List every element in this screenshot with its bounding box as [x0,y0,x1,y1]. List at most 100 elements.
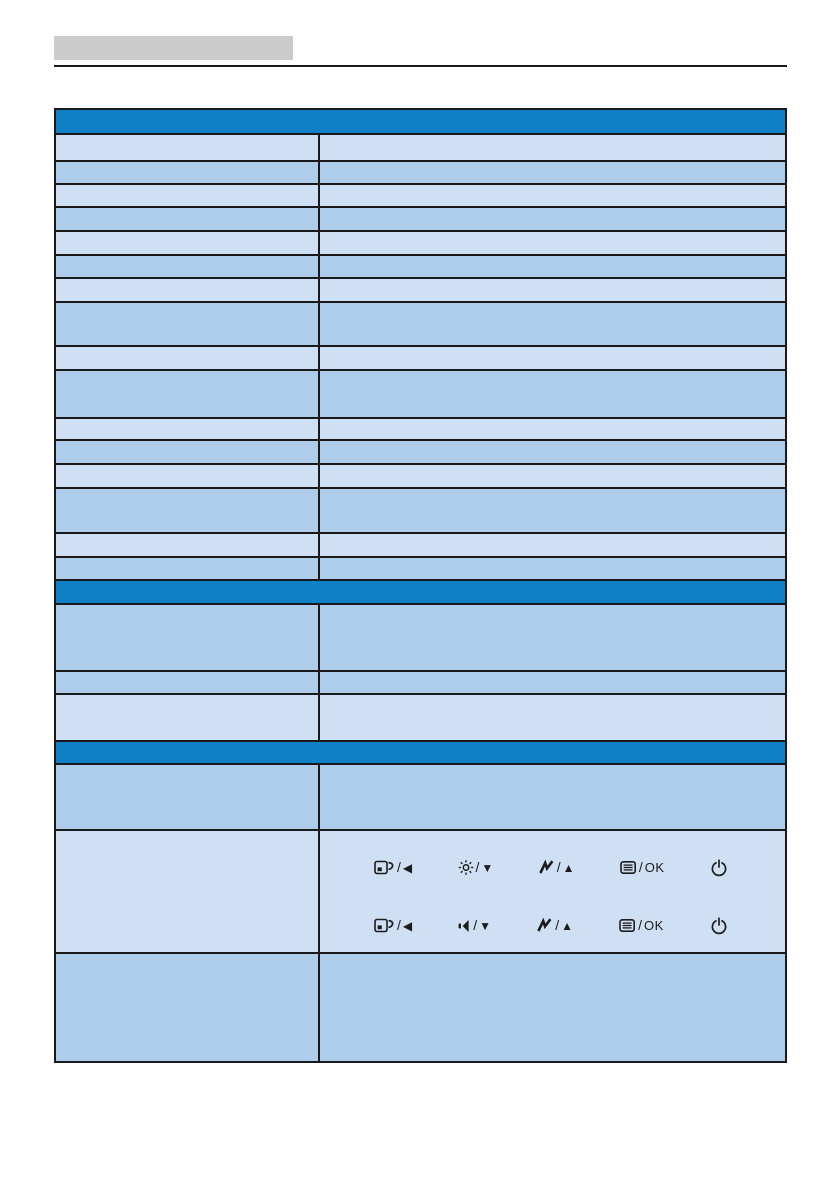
spec-name-cell [56,465,320,487]
slash-separator: / [638,858,643,875]
spec-row: / ◀ / ▼ / ▲ / OK / ◀ / ▼ / ▲ / OK [56,829,785,952]
smartcontrast-icon [538,860,555,875]
spec-row [56,693,785,740]
up-arrow-icon: ▲ [562,860,575,875]
smartimage-key: / ◀ [374,859,412,876]
menu-key: / OK [620,860,665,875]
spec-row [56,230,785,254]
spec-row [56,277,785,301]
spec-value-cell [320,558,785,579]
ok-label: OK [644,918,664,933]
left-arrow-icon: ◀ [402,918,413,933]
section-header-row [56,579,785,603]
spec-value-cell [320,232,785,254]
spec-row [56,532,785,556]
slash-separator: / [397,858,401,875]
spec-row [56,206,785,230]
spec-value-cell [320,135,785,160]
spec-name-cell [56,256,320,277]
slash-separator: / [555,916,560,933]
spec-name-cell [56,208,320,230]
spec-name-cell [56,672,320,693]
spec-row [56,345,785,369]
left-arrow-icon: ◀ [402,860,413,875]
slash-separator: / [397,916,401,933]
slash-separator: / [556,858,561,875]
smartimage-icon [374,917,395,934]
heading-divider-rule [54,65,787,67]
section-header-label [56,110,785,116]
spec-name-cell [56,162,320,183]
spec-row [56,670,785,693]
spec-table: / ◀ / ▼ / ▲ / OK / ◀ / ▼ / ▲ / OK [54,108,787,1063]
spec-value-cell [320,605,785,670]
power-icon [710,858,728,877]
spec-value-cell [320,765,785,829]
spec-name-cell [56,954,320,1061]
spec-name-cell [56,831,320,952]
slash-separator: / [475,858,480,875]
control-keys-row-1: / ◀ / ▼ / ▲ / OK [374,856,728,880]
spec-name-cell [56,419,320,439]
power-icon [710,916,728,935]
spec-row [56,463,785,487]
spec-value-cell [320,534,785,556]
slash-separator: / [638,916,643,933]
spec-name-cell [56,347,320,369]
spec-row [56,556,785,579]
spec-row [56,301,785,345]
volume-key: / ▼ [458,918,491,934]
spec-value-cell [320,185,785,206]
spec-value-cell [320,489,785,532]
spec-name-cell [56,534,320,556]
menu-icon [619,918,636,933]
smartcontrast-icon [537,918,553,933]
spec-row [56,417,785,439]
down-arrow-icon: ▼ [479,918,492,933]
spec-value-cell [320,954,785,1061]
page-heading-placeholder [54,36,293,60]
power-key [710,858,728,877]
slash-separator: / [473,916,478,933]
spec-row [56,439,785,463]
spec-row [56,369,785,417]
spec-row [56,254,785,277]
spec-row [56,487,785,532]
spec-row [56,133,785,160]
spec-value-cell [320,347,785,369]
smartimage-key: / ◀ [374,917,412,934]
volume-icon [458,918,471,934]
spec-value-cell [320,419,785,439]
spec-value-cell [320,695,785,740]
spec-row [56,603,785,670]
smartimage-icon [374,859,395,876]
spec-name-cell [56,765,320,829]
spec-name-cell [56,279,320,301]
spec-value-cell [320,162,785,183]
spec-value-cell [320,672,785,693]
menu-icon [620,860,637,875]
power-key [710,916,728,935]
section-header-row [56,110,785,133]
smartcontrast-key: / ▲ [538,858,575,875]
spec-row [56,183,785,206]
menu-key: / OK [619,918,664,933]
brightness-key: / ▼ [458,858,493,876]
spec-name-cell [56,135,320,160]
section-header-label [56,581,785,587]
spec-name-cell [56,605,320,670]
ok-label: OK [644,860,665,875]
spec-name-cell [56,303,320,345]
spec-name-cell [56,558,320,579]
spec-value-cell [320,279,785,301]
control-keys-row-2: / ◀ / ▼ / ▲ / OK [374,914,728,938]
spec-name-cell [56,185,320,206]
spec-row [56,952,785,1061]
spec-name-cell [56,695,320,740]
spec-row [56,160,785,183]
smartcontrast-key: / ▲ [537,918,573,933]
section-header-label [56,742,785,748]
spec-value-cell [320,371,785,417]
spec-name-cell [56,489,320,532]
spec-value-cell [320,256,785,277]
